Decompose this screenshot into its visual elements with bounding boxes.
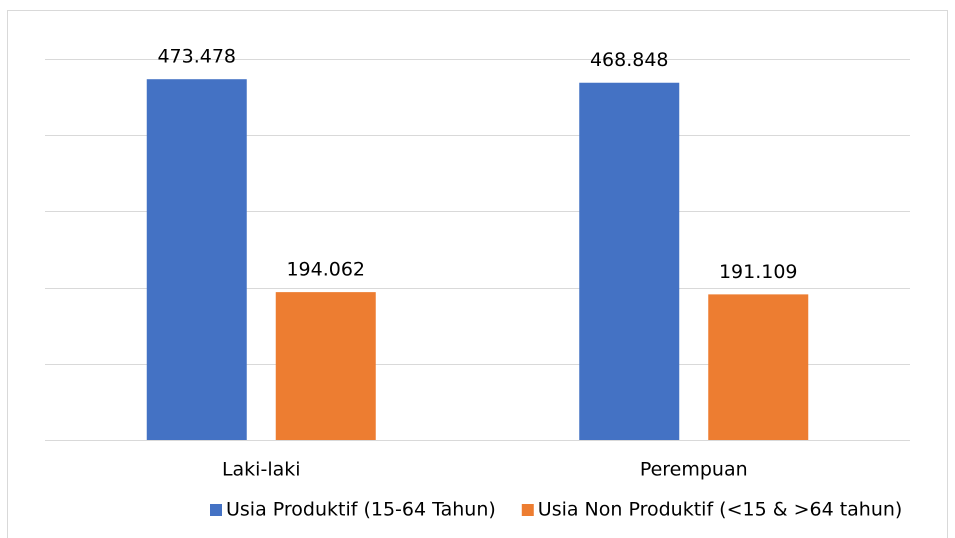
data-label: 191.109 <box>719 261 798 283</box>
data-label: 194.062 <box>286 259 365 281</box>
legend-swatch <box>210 504 222 516</box>
bar <box>146 79 247 440</box>
bar <box>275 292 376 440</box>
legend-swatch <box>521 504 534 516</box>
data-label: 468.848 <box>590 49 669 71</box>
legend-label: Usia Non Produktif (<15 & >64 tahun) <box>538 499 903 521</box>
x-tick-label: Laki-laki <box>222 459 301 481</box>
chart-frame <box>7 10 948 538</box>
x-tick-label: Perempuan <box>640 459 748 481</box>
bar <box>579 82 680 440</box>
data-label: 473.478 <box>157 46 236 68</box>
bar <box>708 294 809 440</box>
legend-label: Usia Produktif (15-64 Tahun) <box>226 499 496 521</box>
